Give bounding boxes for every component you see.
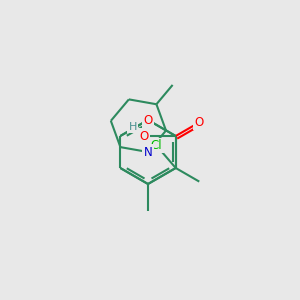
- Text: O: O: [143, 113, 153, 127]
- Text: O: O: [195, 116, 204, 129]
- Text: H: H: [128, 122, 137, 132]
- Text: N: N: [144, 146, 152, 158]
- Text: O: O: [139, 130, 148, 142]
- Text: Cl: Cl: [151, 139, 162, 152]
